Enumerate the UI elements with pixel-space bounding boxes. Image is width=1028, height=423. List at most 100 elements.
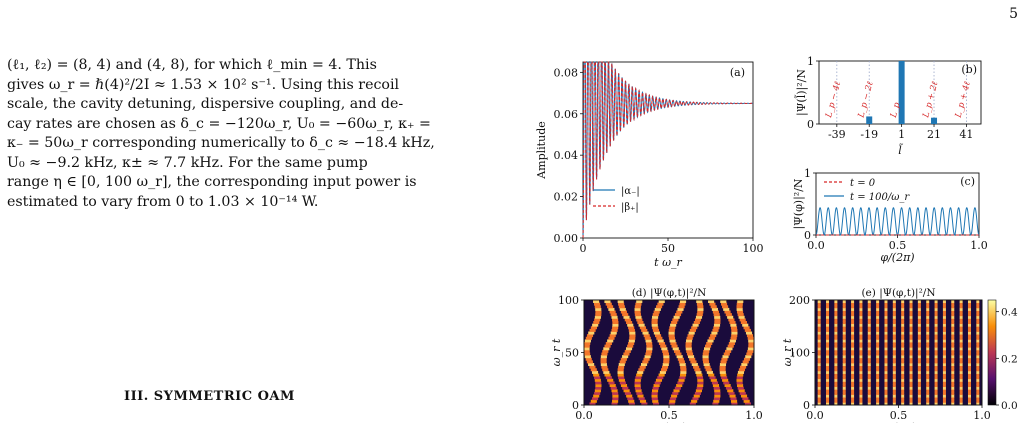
heatmap-stripe [826, 326, 830, 330]
heatmap-stripe [892, 381, 896, 385]
heatmap-stripe [934, 315, 938, 319]
heatmap-stripe [677, 357, 684, 361]
heatmap-stripe [730, 326, 738, 330]
heatmap-stripe [842, 321, 846, 325]
heatmap-stripe [917, 391, 921, 395]
heatmap-stripe [817, 347, 821, 351]
heatmap-stripe [884, 384, 888, 388]
heatmap-stripe [592, 397, 599, 401]
heatmap-stripe [942, 315, 946, 319]
heatmap-stripe [659, 370, 666, 374]
heatmap-stripe [959, 360, 963, 364]
heatmap-stripe [583, 349, 590, 353]
heatmap-stripe [884, 363, 888, 367]
heatmap-stripe [747, 336, 754, 340]
heatmap-stripe [901, 370, 905, 374]
heatmap-stripe [859, 344, 863, 348]
heatmap-stripe [976, 318, 980, 322]
heatmap-stripe [678, 360, 685, 364]
heatmap-stripe [901, 363, 905, 367]
heatmap-stripe [842, 352, 846, 356]
heatmap-stripe [584, 355, 591, 359]
heatmap-stripe [851, 381, 855, 385]
heatmap-stripe [934, 342, 938, 346]
heatmap-stripe [745, 355, 752, 359]
heatmap-stripe [976, 373, 980, 377]
tick-label: 21 [927, 128, 941, 141]
heatmap-stripe [859, 349, 863, 353]
heatmap-stripe [689, 357, 696, 361]
heatmap-stripe [826, 307, 830, 311]
heatmap-stripe [714, 391, 721, 395]
heatmap-stripe [628, 328, 635, 332]
heatmap-stripe [951, 394, 955, 398]
heatmap-stripe [635, 315, 642, 319]
heatmap-stripe [967, 328, 971, 332]
heatmap-stripe [834, 336, 838, 340]
heatmap-stripe [705, 368, 712, 372]
heatmap-stripe [926, 386, 930, 390]
heatmap-stripe [884, 321, 888, 325]
heatmap-stripe [942, 381, 946, 385]
heatmap-stripe [826, 370, 830, 374]
heatmap-stripe [859, 378, 863, 382]
paragraph-line: gives ω_r = ℏ(4)²/2I ≈ 1.53 × 10² s⁻¹. U… [7, 76, 400, 93]
heatmap-stripe [851, 318, 855, 322]
heatmap-stripe [876, 360, 880, 364]
heatmap-stripe [926, 381, 930, 385]
legend-label-alpha: |α₋| [621, 186, 640, 197]
heatmap-stripe [817, 363, 821, 367]
heatmap-stripe [826, 331, 830, 335]
heatmap-stripe [826, 386, 830, 390]
heatmap-stripe [859, 376, 863, 380]
heatmap-stripe [680, 368, 687, 372]
tick-label: -19 [860, 128, 878, 141]
tick-label: 1.0 [745, 409, 763, 422]
heatmap-stripe [976, 313, 980, 317]
heatmap-stripe [727, 344, 734, 348]
heatmap-stripe [670, 397, 677, 401]
heatmap-stripe [669, 399, 676, 403]
heatmap-stripe [876, 323, 880, 327]
heatmap-stripe [851, 321, 855, 325]
heatmap-stripe [834, 357, 838, 361]
y-axis-label: Amplitude [535, 121, 548, 180]
heatmap-stripe [638, 397, 645, 401]
heatmap-stripe [851, 368, 855, 372]
heatmap-stripe [876, 334, 880, 338]
y-axis-label: |Ψ(l̃)|²/N [795, 69, 809, 116]
heatmap-stripe [817, 360, 821, 364]
heatmap-stripe [652, 399, 659, 403]
heatmap-stripe [708, 300, 715, 304]
heatmap-stripe [867, 349, 871, 353]
heatmap-stripe [636, 391, 643, 395]
heatmap-stripe [951, 323, 955, 327]
heatmap-stripe [967, 321, 971, 325]
heatmap-stripe [651, 323, 658, 327]
heatmap-stripe [892, 397, 896, 401]
heatmap-stripe [826, 347, 830, 351]
heatmap-stripe [851, 313, 855, 317]
heatmap-stripe [959, 323, 963, 327]
heatmap-stripe [967, 307, 971, 311]
heatmap-stripe [884, 389, 888, 393]
heatmap-stripe [917, 321, 921, 325]
heatmap-stripe [696, 376, 704, 380]
heatmap-stripe [934, 331, 938, 335]
heatmap-stripe [859, 363, 863, 367]
heatmap-stripe [817, 352, 821, 356]
heatmap-stripe [951, 389, 955, 393]
heatmap-stripe [737, 370, 745, 374]
heatmap-stripe [859, 336, 863, 340]
heatmap-stripe [926, 376, 930, 380]
heatmap-stripe [867, 315, 871, 319]
heatmap-stripe [926, 344, 930, 348]
heatmap-stripe [724, 384, 731, 388]
heatmap-stripe [652, 402, 660, 406]
heatmap-stripe [951, 318, 955, 322]
heatmap-stripe [867, 373, 871, 377]
heatmap-stripe [624, 391, 631, 395]
heatmap-stripe [842, 305, 846, 309]
heatmap-stripe [680, 300, 687, 304]
heatmap-stripe [668, 331, 675, 335]
